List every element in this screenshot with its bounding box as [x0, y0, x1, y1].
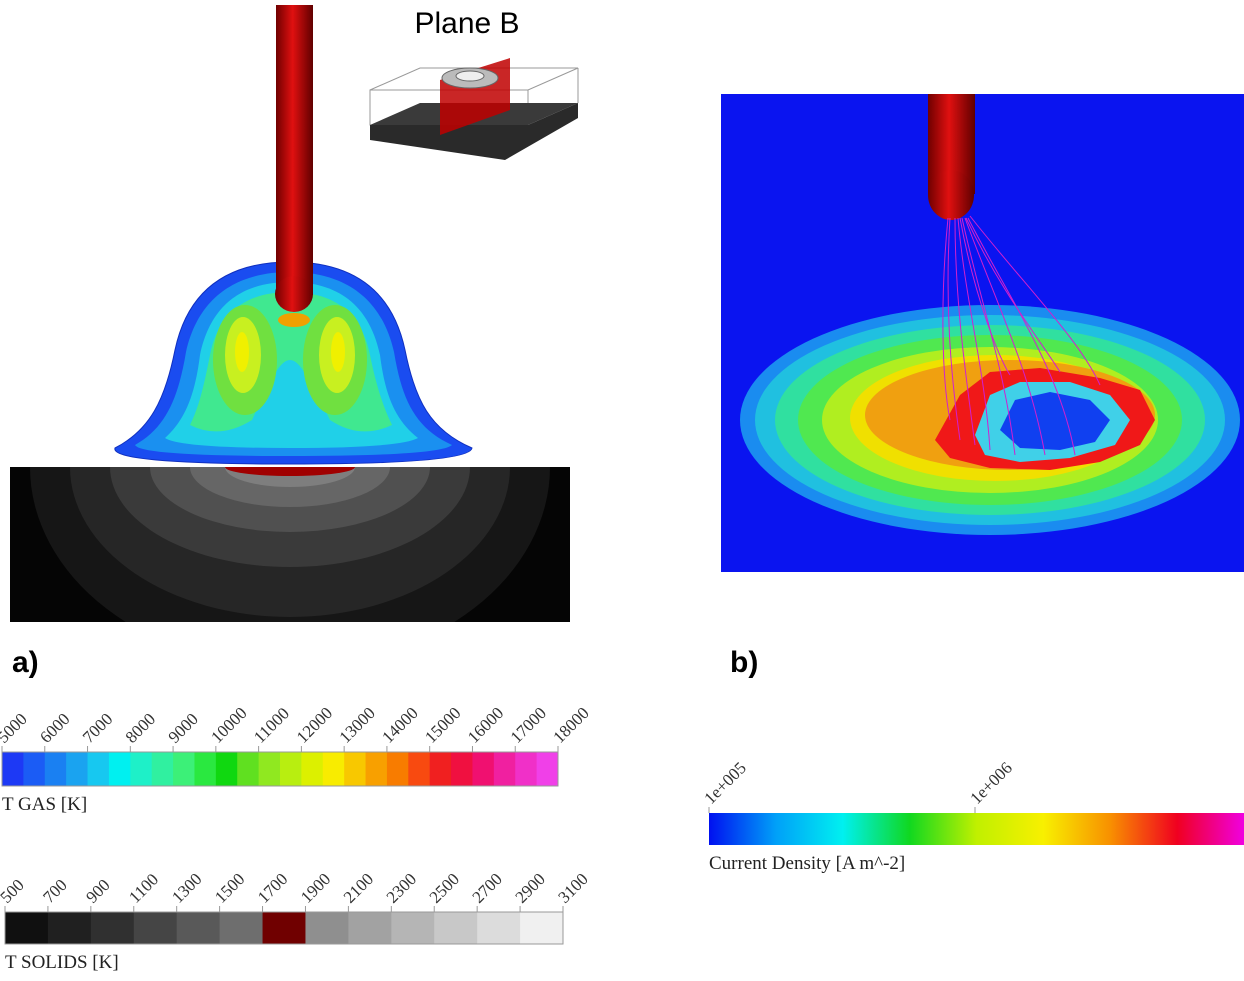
colorbar-segment	[537, 752, 559, 786]
tick-label: 12000	[293, 703, 336, 746]
tick-label: 10000	[207, 703, 250, 746]
colorbar-segment	[387, 752, 409, 786]
colorbar-segment	[391, 912, 434, 944]
tick-label: 2100	[340, 869, 377, 906]
colorbar-segment	[194, 752, 216, 786]
inset-diagram: Plane B	[370, 7, 578, 160]
tick-label: 11000	[250, 704, 293, 747]
colorbar-segment	[280, 752, 302, 786]
panel-label: b)	[730, 646, 758, 679]
tick-label: 1100	[125, 870, 162, 907]
colorbar-segment	[520, 912, 563, 944]
colorbar-segment	[48, 912, 91, 944]
colorbar	[709, 813, 1244, 845]
colorbar-segment	[323, 752, 345, 786]
tick-label: 2300	[383, 869, 420, 906]
tick-label: 1900	[297, 869, 334, 906]
colorbar-segment	[472, 752, 494, 786]
colorbar-segment	[5, 912, 48, 944]
colorbar-segment	[305, 912, 348, 944]
tick-label: 5000	[0, 709, 31, 746]
tick-label: 700	[39, 875, 70, 906]
tick-label: 16000	[464, 703, 507, 746]
colorbar-segment	[23, 752, 45, 786]
colorbar-segment	[348, 912, 391, 944]
tick-label: 6000	[36, 709, 73, 746]
colorbar-segment	[91, 912, 134, 944]
colorbar-title: Current Density [A m^-2]	[709, 853, 905, 874]
colorbar-segment	[408, 752, 430, 786]
tick-label: 1e+005	[700, 758, 750, 808]
colorbar-segment	[152, 752, 174, 786]
tick-label: 1500	[211, 869, 248, 906]
colorbar-segment	[451, 752, 473, 786]
tick-label: 15000	[421, 703, 464, 746]
colorbar-segment	[344, 752, 366, 786]
colorbar-segment	[494, 752, 516, 786]
colorbar-segment	[430, 752, 452, 786]
colorbar-segment	[45, 752, 67, 786]
colorbar-segment	[515, 752, 537, 786]
tick-label: 500	[0, 875, 28, 906]
panel-b-image	[721, 94, 1244, 572]
inset-label: Plane B	[414, 7, 519, 40]
colorbar-segment	[66, 752, 88, 786]
colorbar-segment	[216, 752, 238, 786]
tick-label: 9000	[164, 709, 201, 746]
tick-label: 1e+006	[966, 758, 1016, 808]
tick-label: 2700	[469, 869, 506, 906]
colorbar-segment	[259, 752, 281, 786]
tick-label: 2500	[426, 869, 463, 906]
tick-label: 7000	[79, 709, 116, 746]
tick-label: 3100	[554, 869, 591, 906]
colorbar-segment	[263, 912, 306, 944]
tick-label: 1700	[254, 869, 291, 906]
colorbar-segment	[130, 752, 152, 786]
colorbar-segment	[134, 912, 177, 944]
figure: Plane B a) b) 50006000700080009000100001…	[0, 0, 1244, 981]
colorbar-segment	[177, 912, 220, 944]
tick-label: 14000	[378, 703, 421, 746]
tick-label: 18000	[549, 703, 592, 746]
tick-label: 900	[82, 875, 113, 906]
colorbar-segment	[173, 752, 195, 786]
colorbar-segment	[434, 912, 477, 944]
tick-label: 8000	[122, 709, 159, 746]
colorbar-segment	[109, 752, 131, 786]
colorbar-segment	[88, 752, 110, 786]
colorbar-segment	[2, 752, 24, 786]
tick-label: 1300	[168, 869, 205, 906]
tick-label: 17000	[507, 703, 550, 746]
colorbar-segment	[220, 912, 263, 944]
tick-label: 2900	[511, 869, 548, 906]
colorbar-segment	[301, 752, 323, 786]
colorbar-segment	[237, 752, 259, 786]
colorbar-title: T GAS [K]	[2, 794, 87, 815]
colorbar-title: T SOLIDS [K]	[5, 952, 119, 973]
colorbar-segment	[366, 752, 388, 786]
tick-label: 13000	[336, 703, 379, 746]
colorbar-segment	[477, 912, 520, 944]
panel-label: a)	[12, 646, 39, 679]
